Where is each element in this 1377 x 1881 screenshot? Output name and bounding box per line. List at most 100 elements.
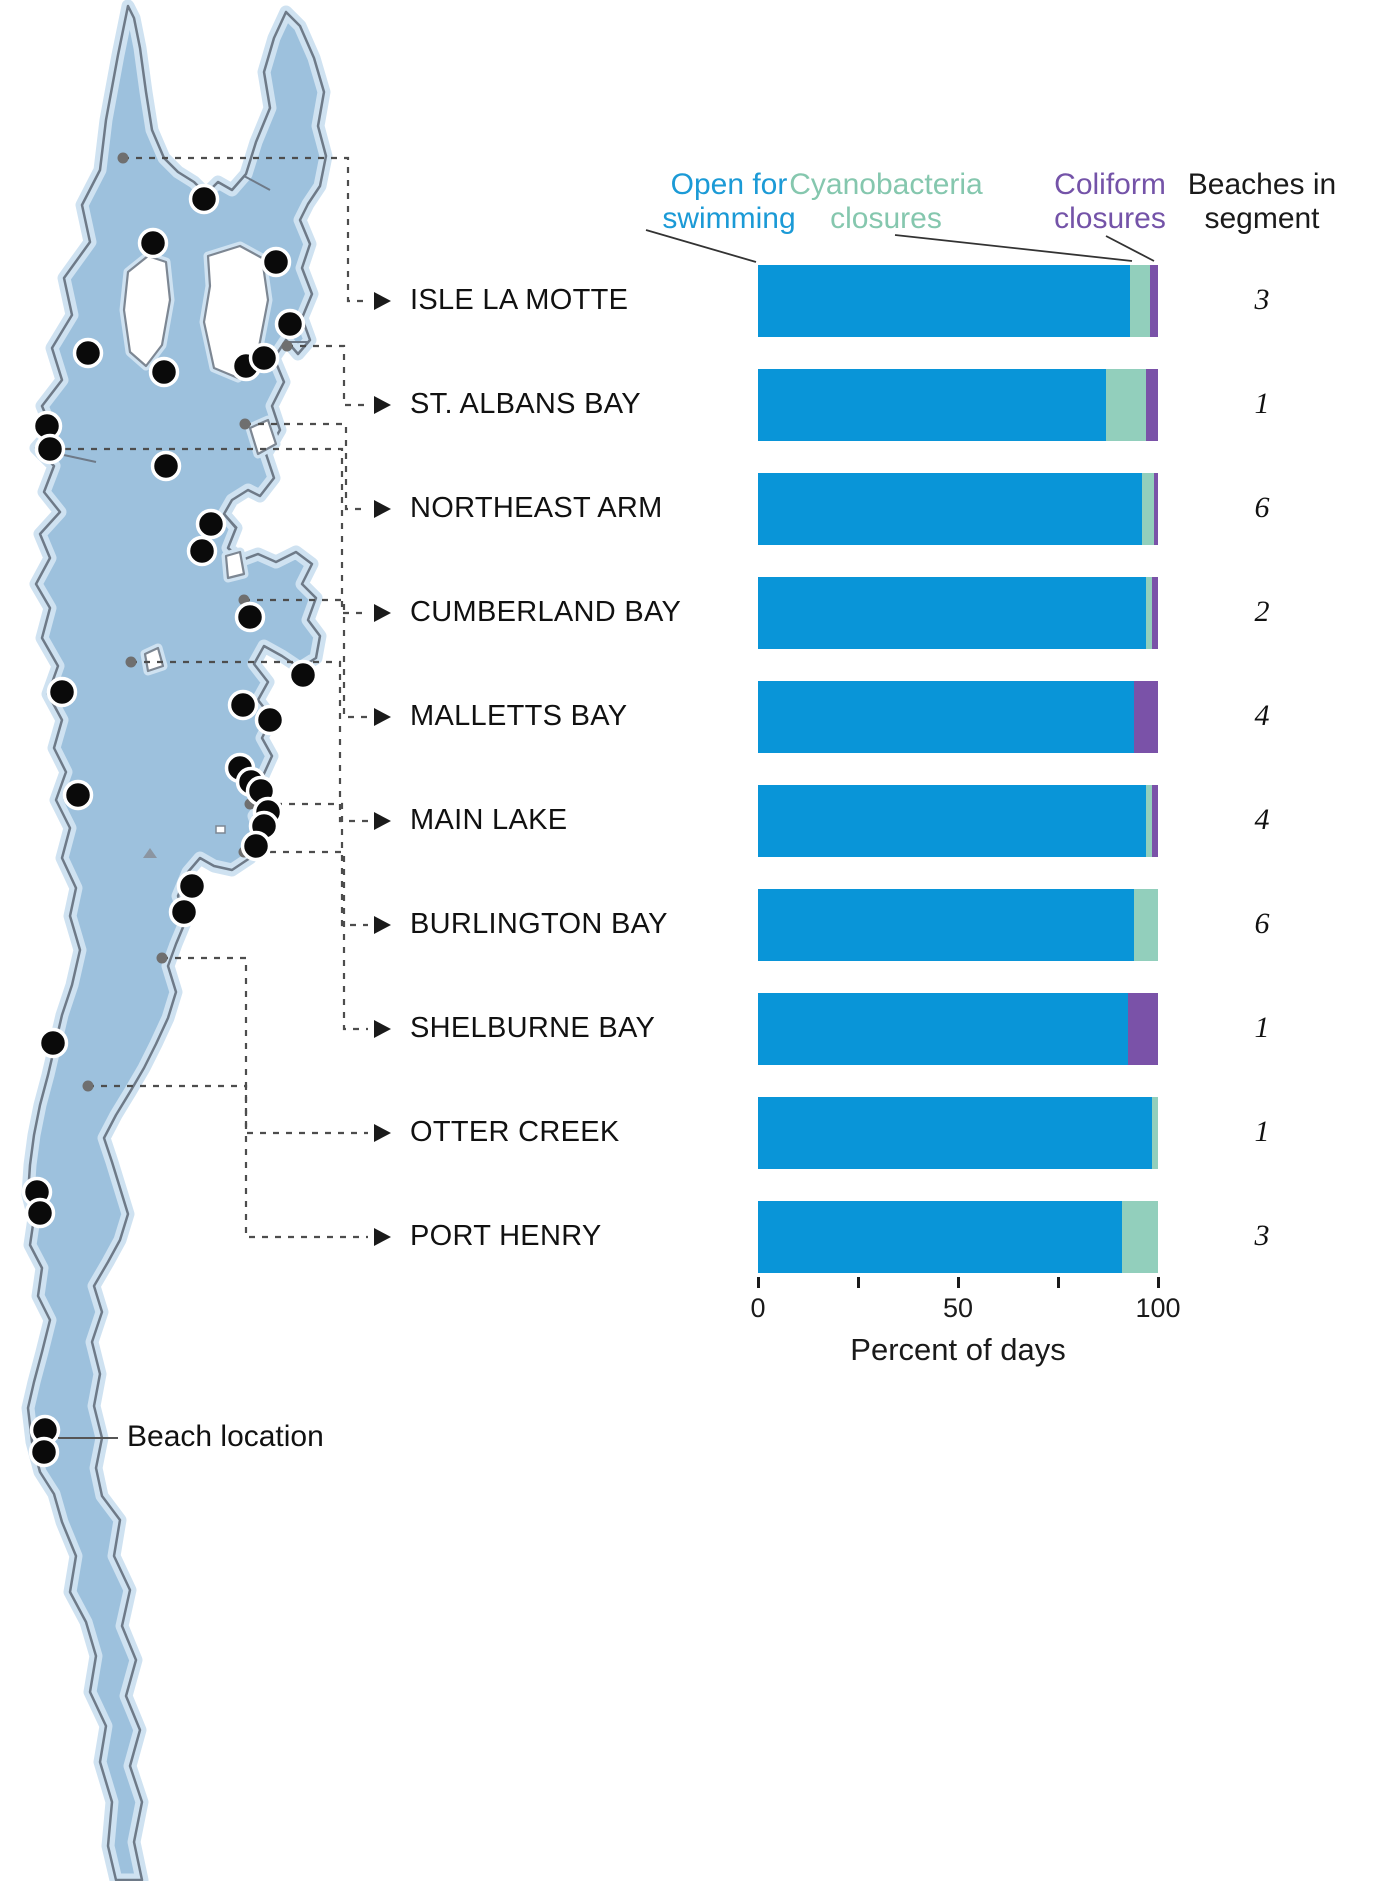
segment-connector-lines xyxy=(52,156,368,1239)
beaches-count: 2 xyxy=(1254,595,1270,628)
bar-segment-coliform xyxy=(1154,473,1158,545)
beaches-count: 4 xyxy=(1254,803,1270,836)
beaches-count: 6 xyxy=(1254,491,1270,524)
stacked-bar xyxy=(758,785,1158,857)
beaches-count: 4 xyxy=(1254,699,1270,732)
beach-dot xyxy=(46,676,78,708)
segment-connector xyxy=(244,598,368,719)
legend-cyanobacteria-closures: Cyanobacteria closures xyxy=(771,168,1001,236)
segment-center-dot xyxy=(239,418,251,430)
bar-segment-cyanobacteria xyxy=(1106,369,1146,441)
segment-label: NORTHEAST ARM xyxy=(410,492,663,524)
legend-cyano-line1: Cyanobacteria xyxy=(789,168,983,201)
segment-connector xyxy=(244,850,368,1031)
row-pointer-arrow-icon xyxy=(374,396,391,414)
segment-center-dot xyxy=(156,952,168,964)
legend-open-for-swimming: Open for swimming xyxy=(604,168,854,236)
row-pointer-arrow-icon xyxy=(374,500,391,518)
beach-dot xyxy=(227,689,259,721)
segment-connector xyxy=(162,956,368,1135)
bar-segment-open xyxy=(758,993,1128,1065)
bar-segment-cyanobacteria xyxy=(1134,889,1158,961)
bar-segment-coliform xyxy=(1134,681,1158,753)
stacked-bar xyxy=(758,1201,1158,1273)
column-header-beaches-in-segment: Beaches in segment xyxy=(1172,168,1352,236)
bar-segment-open xyxy=(758,1097,1152,1169)
axis-tick-label: 0 xyxy=(750,1293,766,1323)
beach-dot xyxy=(28,1436,60,1468)
beach-dot xyxy=(260,246,292,278)
beach-dot xyxy=(188,183,220,215)
bar-segment-cyanobacteria xyxy=(1122,1201,1158,1273)
axis-tick xyxy=(957,1277,960,1288)
stacked-bar xyxy=(758,889,1158,961)
bar-segment-cyanobacteria xyxy=(1152,1097,1158,1169)
segment-label: MAIN LAKE xyxy=(410,804,568,836)
segment-label: PORT HENRY xyxy=(410,1220,602,1252)
stacked-bar xyxy=(758,1097,1158,1169)
axis-tick xyxy=(1157,1277,1160,1288)
bar-segment-open xyxy=(758,473,1142,545)
axis-tick-label: 50 xyxy=(942,1293,974,1323)
mountain-marker-icon xyxy=(143,848,157,858)
bar-segment-coliform xyxy=(1146,369,1158,441)
stacked-bar xyxy=(758,369,1158,441)
bar-segment-open xyxy=(758,577,1146,649)
segment-label: ST. ALBANS BAY xyxy=(410,388,641,420)
legend-pointer-line xyxy=(1105,235,1155,262)
segment-center-dot xyxy=(82,1080,94,1092)
bar-segment-open xyxy=(758,1201,1122,1273)
bar-segment-open xyxy=(758,265,1130,337)
segment-center-dot xyxy=(125,656,137,668)
stacked-bar xyxy=(758,681,1158,753)
row-pointer-arrow-icon xyxy=(374,1228,391,1246)
legend-open-line1: Open for xyxy=(670,168,788,201)
beach-dot xyxy=(150,450,182,482)
legend-pointer-line xyxy=(894,234,1133,262)
axis-tick xyxy=(757,1277,760,1288)
segment-connector xyxy=(287,344,368,407)
beach-dot xyxy=(240,830,272,862)
legend-coliform-line1: Coliform xyxy=(1054,168,1166,201)
segment-label: SHELBURNE BAY xyxy=(410,1012,656,1044)
bar-segment-cyanobacteria xyxy=(1142,473,1154,545)
bar-segment-coliform xyxy=(1152,577,1158,649)
axis-tick xyxy=(1057,1277,1060,1288)
bar-segment-cyanobacteria xyxy=(1146,577,1152,649)
bar-segment-coliform xyxy=(1152,785,1158,857)
beach-dot xyxy=(186,535,218,567)
row-pointer-arrow-icon xyxy=(374,604,391,622)
beach-location-dots xyxy=(21,183,319,1468)
segment-connector xyxy=(52,447,368,615)
row-pointer-arrow-icon xyxy=(374,292,391,310)
beach-dot xyxy=(34,433,66,465)
segment-connector xyxy=(250,802,368,927)
beach-dot xyxy=(37,1027,69,1059)
beaches-count: 1 xyxy=(1254,387,1270,420)
beach-dot xyxy=(274,308,306,340)
beach-location-caption: Beach location xyxy=(127,1420,324,1453)
beach-dot xyxy=(168,896,200,928)
legend-pointer-line xyxy=(645,229,757,263)
beaches-header-line2: segment xyxy=(1204,202,1320,235)
beaches-count: 6 xyxy=(1254,907,1270,940)
bar-segment-open xyxy=(758,681,1134,753)
beach-dot xyxy=(287,659,319,691)
row-pointer-arrow-icon xyxy=(374,916,391,934)
legend-coliform-line2: closures xyxy=(1054,202,1166,235)
beaches-header-line1: Beaches in xyxy=(1187,168,1337,201)
segment-label: OTTER CREEK xyxy=(410,1116,620,1148)
row-pointer-arrow-icon xyxy=(374,708,391,726)
segment-connector xyxy=(245,422,368,511)
segment-connector xyxy=(123,156,368,303)
segment-connector xyxy=(131,660,368,823)
legend-coliform-closures: Coliform closures xyxy=(1030,168,1190,236)
beach-dot xyxy=(62,779,94,811)
row-pointer-arrow-icon xyxy=(374,1124,391,1142)
x-axis-title: Percent of days xyxy=(850,1332,1066,1367)
beaches-count: 1 xyxy=(1254,1011,1270,1044)
beach-dot xyxy=(24,1197,56,1229)
